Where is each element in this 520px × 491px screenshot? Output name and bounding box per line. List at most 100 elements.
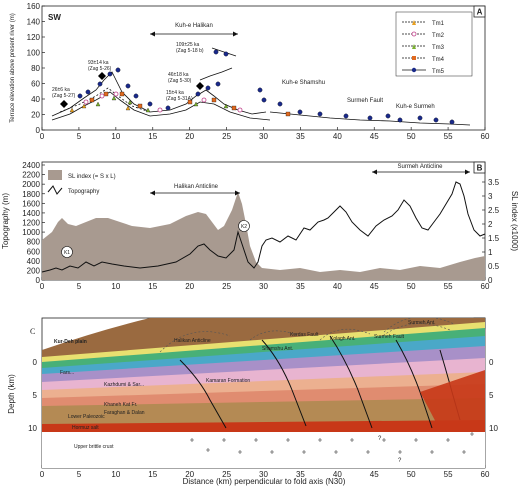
legend-tm2: Tm2 bbox=[432, 33, 445, 39]
y-tick-label: 10 bbox=[489, 424, 498, 433]
hormuz-label: Hormuz salt bbox=[72, 425, 99, 431]
x-tick-label: 5 bbox=[77, 132, 82, 141]
basement-crust bbox=[42, 428, 485, 468]
panel-b-y-ticks-left: 0200400600800100012001400160018002000220… bbox=[22, 161, 45, 285]
halikan-anticline-label: Halikan Anticline bbox=[174, 184, 219, 190]
x-tick-label: 60 bbox=[481, 470, 490, 479]
x-tick-label: 60 bbox=[481, 282, 490, 291]
x-tick-label: 15 bbox=[148, 282, 157, 291]
y-tick-label: 0 bbox=[36, 126, 41, 135]
y-tick-label: 1400 bbox=[22, 209, 40, 218]
kuh-surmeh-label: Kuh-e Surmeh bbox=[396, 104, 435, 110]
x-tick-label: 60 bbox=[481, 132, 490, 141]
y-tick-label: 1600 bbox=[22, 199, 40, 208]
basement-crosses bbox=[190, 432, 474, 454]
sl-index-area bbox=[42, 192, 485, 280]
y-tick-label: 800 bbox=[27, 238, 41, 247]
y-tick-label: 1 bbox=[488, 248, 493, 257]
legend-tm1: Tm1 bbox=[432, 21, 445, 27]
panel-b-legend: SL index (= S x L) Topography bbox=[47, 170, 116, 195]
topography-line bbox=[41, 181, 486, 273]
y-tick-label: 1000 bbox=[22, 228, 40, 237]
x-tick-label: 25 bbox=[222, 282, 231, 291]
terrace-profile-line bbox=[51, 91, 271, 121]
panel-a-sw: SW bbox=[48, 13, 61, 22]
x-tick-label: 0 bbox=[40, 470, 45, 479]
y-tick-label: 200 bbox=[27, 266, 41, 275]
panel-a: A SW NE Terrace elevation above present … bbox=[10, 2, 490, 141]
x-tick-label: 55 bbox=[444, 132, 453, 141]
y-tick-label: 40 bbox=[31, 95, 40, 104]
legend-tm4: Tm4 bbox=[432, 57, 445, 63]
y-tick-label: 2400 bbox=[22, 161, 40, 170]
x-tick-label: 50 bbox=[407, 132, 416, 141]
y-tick-label: 5 bbox=[489, 391, 494, 400]
x-tick-label: 40 bbox=[333, 132, 342, 141]
age-label: 93±14 ka bbox=[88, 60, 109, 66]
x-tick-label: 30 bbox=[259, 282, 268, 291]
y-tick-label: 100 bbox=[27, 49, 41, 58]
y-tick-label: 160 bbox=[27, 2, 41, 11]
y-tick-label: 3 bbox=[488, 192, 493, 201]
panel-b-ylabel-right: SL index (x1000) bbox=[510, 191, 519, 252]
legend-topo-label: Topography bbox=[68, 189, 99, 195]
y-tick-label: 2200 bbox=[22, 171, 40, 180]
surmeh-anticline-label: Surmeh Anticline bbox=[397, 164, 443, 170]
x-tick-label: 55 bbox=[444, 470, 453, 479]
kur-deh-plain-label: Kur-Deh plain bbox=[54, 339, 87, 345]
x-tick-label: 40 bbox=[333, 470, 342, 479]
x-tick-label: 10 bbox=[111, 282, 120, 291]
surmeh-fault-label: Surmeh Fault bbox=[347, 98, 383, 104]
legend-tm5: Tm5 bbox=[432, 69, 445, 75]
sample-label: (Zag 5-30) bbox=[168, 78, 192, 84]
knickpoint-k2-marker bbox=[238, 220, 250, 232]
y-tick-label: 10 bbox=[28, 424, 37, 433]
sample-label: (Zag 5-18 b) bbox=[176, 48, 204, 54]
x-tick-label: 40 bbox=[333, 282, 342, 291]
y-tick-label: 2000 bbox=[22, 180, 40, 189]
x-tick-label: 15 bbox=[148, 132, 157, 141]
eroded-fold-outlines bbox=[159, 318, 455, 353]
knickpoint-k1-marker bbox=[61, 246, 73, 258]
kamaran-label: Kamaran Formation bbox=[206, 378, 250, 384]
x-tick-label: 5 bbox=[77, 470, 82, 479]
y-tick-label: 20 bbox=[31, 111, 40, 120]
basement-label: Upper brittle crust bbox=[74, 444, 114, 450]
x-tick-label: 10 bbox=[111, 470, 120, 479]
x-tick-label: 45 bbox=[370, 282, 379, 291]
panel-a-y-ticks: 0 20 40 60 80 100 120 140 160 bbox=[27, 2, 45, 135]
unknown-mark: ? bbox=[378, 436, 382, 442]
kolagh-ant-label: Kolagh Ant. bbox=[330, 336, 356, 342]
x-tick-label: 5 bbox=[77, 282, 82, 291]
panel-a-badge-box bbox=[473, 5, 486, 18]
surmeh-fault-label-c: Surmeh Fault bbox=[374, 334, 405, 340]
y-tick-label: 140 bbox=[27, 18, 41, 27]
legend-topo-swatch bbox=[47, 185, 63, 195]
y-tick-label: 0 bbox=[488, 276, 493, 285]
panel-c-xlabel: Distance (km) perpendicular to fold axis… bbox=[183, 477, 346, 486]
x-tick-label: 30 bbox=[259, 470, 268, 479]
age-label: 109±25 ka bbox=[176, 42, 200, 48]
terrace-profile-line bbox=[211, 47, 237, 57]
sample-label: (Zag 5-31A) bbox=[166, 96, 193, 102]
x-tick-label: 25 bbox=[222, 470, 231, 479]
panel-b-badge: B bbox=[477, 164, 483, 173]
top-layer bbox=[42, 318, 485, 357]
x-tick-label: 0 bbox=[40, 282, 45, 291]
terrace-profile-line bbox=[59, 87, 151, 113]
y-tick-label: 5 bbox=[33, 391, 38, 400]
x-tick-label: 45 bbox=[370, 470, 379, 479]
terrace-markers bbox=[60, 49, 455, 125]
y-tick-label: 120 bbox=[27, 33, 41, 42]
x-tick-label: 15 bbox=[148, 470, 157, 479]
kuh-halikan-label: Kuh-e Halikan bbox=[175, 23, 213, 29]
thrust-fault bbox=[329, 335, 373, 429]
panel-a-legend-box bbox=[395, 11, 473, 77]
panel-b-badge-box bbox=[473, 161, 486, 174]
shamshu-ant-label: Shamshu Ant. bbox=[262, 346, 293, 352]
y-tick-label: 1.5 bbox=[488, 234, 500, 243]
surmeh-ant-label: Surmeh Ant. bbox=[408, 320, 436, 326]
legend-tm3: Tm3 bbox=[432, 45, 445, 51]
y-tick-label: 1800 bbox=[22, 190, 40, 199]
x-tick-label: 20 bbox=[185, 470, 194, 479]
